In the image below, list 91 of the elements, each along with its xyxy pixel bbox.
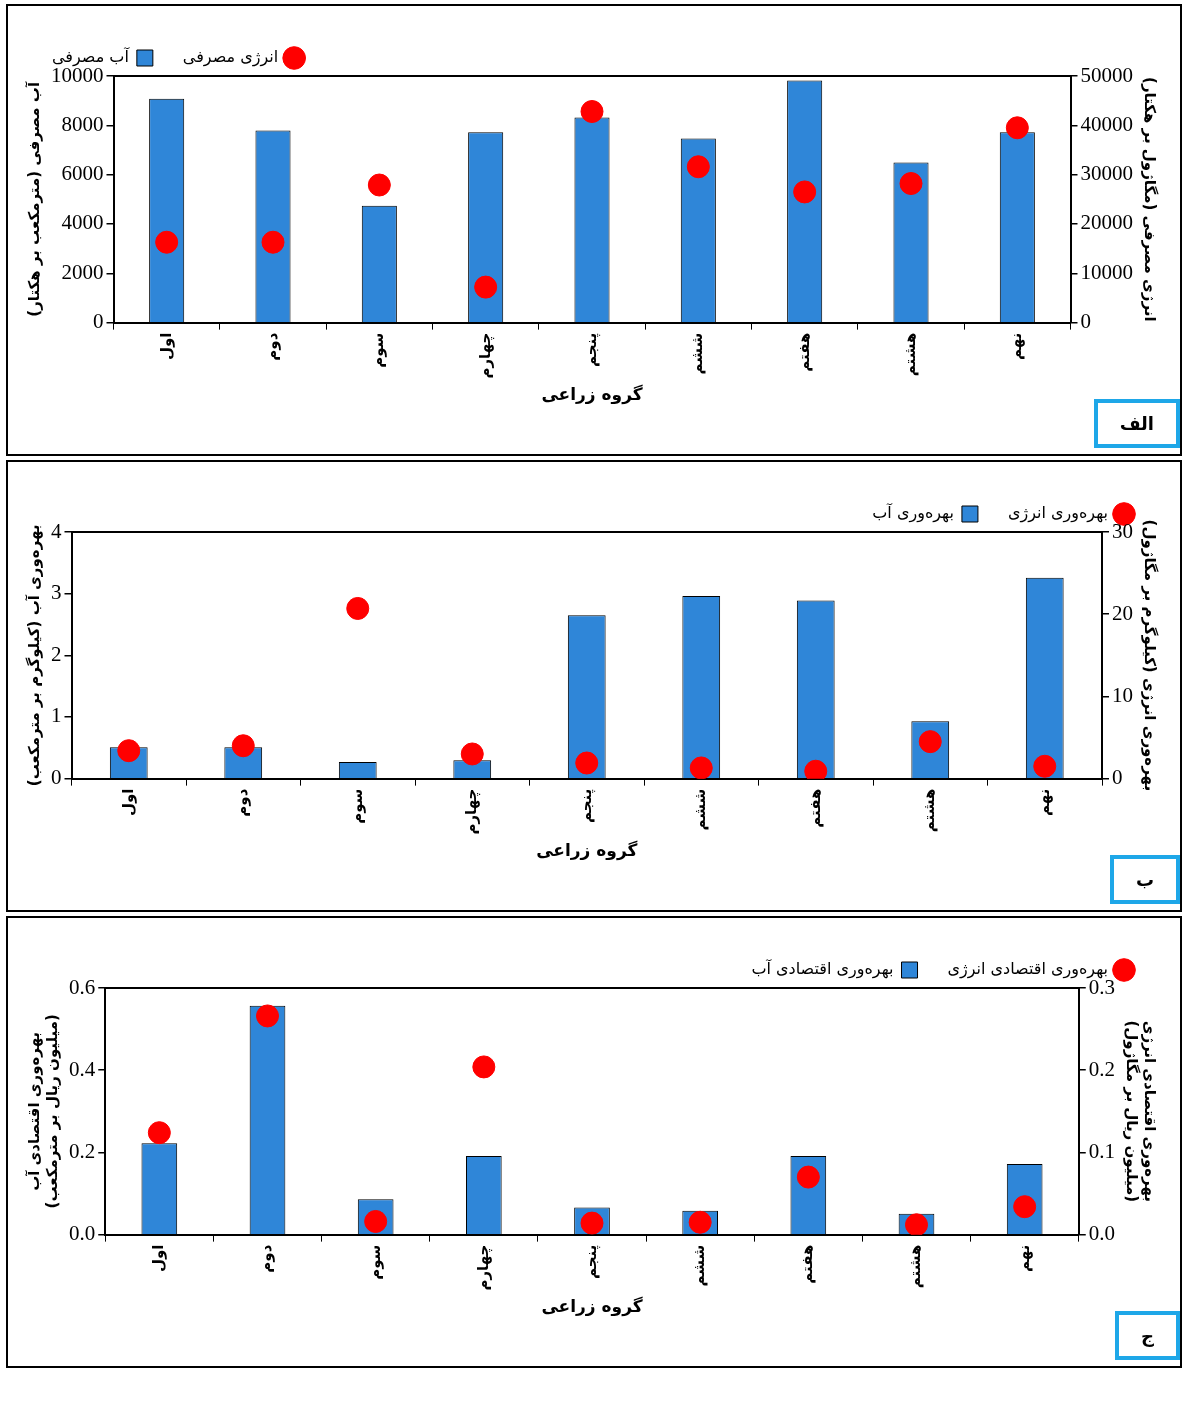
y2-tick-label: 20 — [1112, 600, 1133, 625]
x-tick-label: چهارم — [473, 1244, 493, 1291]
point — [1005, 116, 1029, 140]
y2-axis-title: بهره‌وری اقتصادی انرژی (میلیون ریال بر مگاژول) — [1123, 1020, 1160, 1203]
x-tick-label: دوم — [257, 1244, 276, 1273]
x-tick-label: نهم — [1007, 332, 1026, 360]
y-tick-label: 1 — [51, 703, 62, 728]
y2-tick-label: 40000 — [1080, 111, 1133, 136]
point — [472, 1055, 496, 1079]
y-tick-label: 0 — [93, 309, 104, 334]
x-tick-label: اول — [118, 788, 137, 817]
x-tick-label: هفتم — [805, 788, 824, 828]
text: ب — [1109, 855, 1180, 904]
point — [346, 596, 370, 620]
point — [899, 172, 923, 196]
x-tick-label: پنجم — [576, 788, 596, 823]
y2-tick-label: 0.1 — [1088, 1138, 1115, 1163]
x-axis-title: گروه زراعی — [541, 384, 643, 406]
x-tick-label: ششم — [690, 1244, 709, 1287]
y2-tick-label: 30000 — [1080, 161, 1133, 186]
y-tick-label: 0 — [51, 765, 62, 790]
y2-tick-label: 0.2 — [1088, 1056, 1115, 1081]
y-tick-label: 2 — [51, 641, 62, 666]
y-tick-label: 0.0 — [69, 1221, 96, 1246]
y-tick-label: 0.4 — [69, 1056, 96, 1081]
legend-label: انرژی مصرفی — [182, 47, 279, 68]
point — [147, 1121, 171, 1145]
point — [575, 751, 599, 775]
x-tick-label: سوم — [347, 788, 366, 824]
point — [905, 1213, 928, 1235]
point — [256, 1004, 279, 1028]
x-tick-label: نهم — [1034, 788, 1053, 816]
point — [796, 1165, 820, 1189]
point — [689, 756, 713, 779]
x-tick-label: ششم — [691, 788, 710, 831]
point — [688, 1210, 712, 1234]
y2-tick-label: 0.0 — [1088, 1221, 1115, 1246]
y-tick-label: 8000 — [61, 111, 104, 136]
x-axis-title: گروه زراعی — [541, 1296, 643, 1318]
y2-tick-label: 10 — [1112, 682, 1133, 707]
y2-axis-title: انرژی مصرفی (مگاژول بر هکتار) — [1141, 77, 1160, 322]
point — [686, 155, 710, 179]
point — [367, 173, 391, 197]
x-tick-label: هشتم — [920, 788, 939, 833]
x-tick-label: هشتم — [906, 1244, 925, 1289]
y-tick-label: 3 — [51, 580, 62, 605]
y-tick-label: 2000 — [61, 259, 104, 284]
y2-tick-label: 20000 — [1080, 210, 1133, 235]
y2-tick-label: 0 — [1112, 765, 1123, 790]
x-tick-label: پنجم — [581, 332, 601, 367]
point — [155, 230, 179, 254]
text: الف — [1093, 399, 1180, 448]
y-tick-label: 4 — [51, 518, 62, 543]
y-tick-label: 4000 — [61, 210, 104, 235]
y-tick-label: 6000 — [61, 161, 104, 186]
x-tick-label: چهارم — [475, 332, 495, 379]
y-axis-title: بهره‌وری آب (کیلوگرم بر مترمکعب) — [24, 524, 43, 787]
x-tick-label: دوم — [233, 788, 252, 817]
point — [580, 100, 604, 124]
x-tick-label: سوم — [365, 1244, 384, 1280]
legend-label: بهره‌وری اقتصادی آب — [751, 959, 894, 980]
point — [793, 180, 817, 204]
y2-tick-label: 0 — [1080, 309, 1091, 334]
x-tick-label: اول — [156, 332, 175, 361]
x-tick-label: اول — [149, 1244, 168, 1273]
x-tick-label: دوم — [262, 332, 281, 361]
x-tick-label: نهم — [1014, 1244, 1033, 1272]
x-tick-label: ششم — [688, 332, 707, 375]
y2-tick-label: 30 — [1112, 518, 1133, 543]
y2-axis-title: بهره‌وری انرژی (کیلوگرم بر مگاژول) — [1141, 519, 1160, 792]
y-tick-label: 0.2 — [69, 1138, 96, 1163]
y-axis-title: بهره‌وری اقتصادی آب (میلیون ریال بر مترمکعب) — [24, 1014, 61, 1209]
point — [1033, 754, 1057, 778]
point — [460, 742, 484, 766]
x-tick-label: هفتم — [794, 332, 813, 372]
point — [261, 230, 285, 254]
x-tick-label: پنجم — [581, 1244, 601, 1279]
point — [231, 734, 255, 758]
legend-label: بهره‌وری انرژی — [1007, 503, 1108, 524]
x-tick-label: چهارم — [462, 788, 482, 835]
x-tick-label: هفتم — [798, 1244, 817, 1284]
x-tick-label: سوم — [369, 332, 388, 368]
y-tick-label: 0.6 — [69, 974, 96, 999]
y2-tick-label: 10000 — [1080, 259, 1133, 284]
y2-tick-label: 50000 — [1080, 62, 1133, 87]
y-axis-title: آب مصرفی (مترمکعب بر هکتار) — [24, 81, 43, 317]
x-axis-title: گروه زراعی — [536, 840, 638, 862]
text: ج — [1115, 1311, 1180, 1360]
legend-label: بهره‌وری آب — [872, 503, 954, 524]
point — [474, 275, 498, 299]
x-tick-label: هشتم — [900, 332, 919, 377]
